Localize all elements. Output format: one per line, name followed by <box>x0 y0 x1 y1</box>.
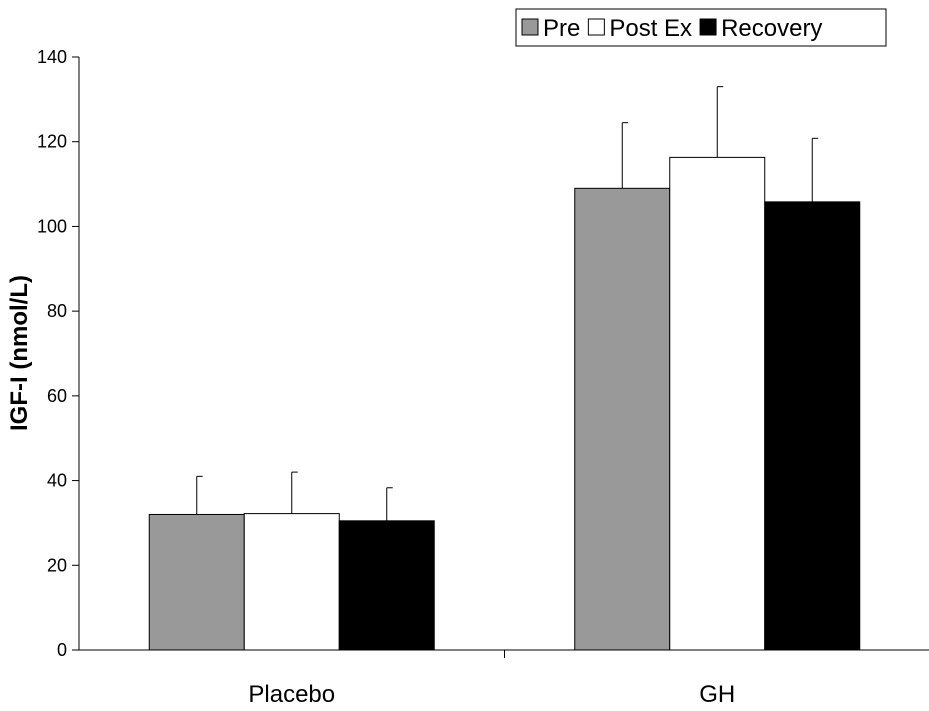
legend-swatch <box>587 18 605 36</box>
y-tick-label: 140 <box>37 47 67 67</box>
legend: Pre Post Ex Recovery <box>515 8 887 47</box>
bars-layer <box>148 156 861 651</box>
bar <box>764 201 861 651</box>
bar <box>669 156 766 651</box>
bar <box>574 187 671 651</box>
y-tick-label: 40 <box>47 471 67 491</box>
y-tick-label: 20 <box>47 555 67 575</box>
x-ticks-layer: Placebo GH <box>248 650 735 708</box>
y-tick-label: 100 <box>37 216 67 236</box>
y-tick-label: 120 <box>37 132 67 152</box>
legend-swatch <box>699 18 717 36</box>
y-tick-label: 80 <box>47 301 67 321</box>
y-tick-label: 0 <box>57 640 67 660</box>
x-category-label: GH <box>699 681 735 708</box>
bar <box>338 520 435 651</box>
bar <box>148 513 245 651</box>
legend-label: Recovery <box>721 15 822 42</box>
y-tick-label: 60 <box>47 386 67 406</box>
legend-label: Pre <box>543 15 580 42</box>
x-category-label: Placebo <box>248 681 335 708</box>
legend-swatch <box>521 18 539 36</box>
legend-label: Post Ex <box>609 15 692 42</box>
y-ticks-layer: 0 20 40 60 80 100 120 140 <box>37 47 79 660</box>
y-axis-title: IGF-I (nmol/L) <box>6 275 33 431</box>
error-bars-layer <box>196 86 819 521</box>
bar <box>243 513 340 651</box>
